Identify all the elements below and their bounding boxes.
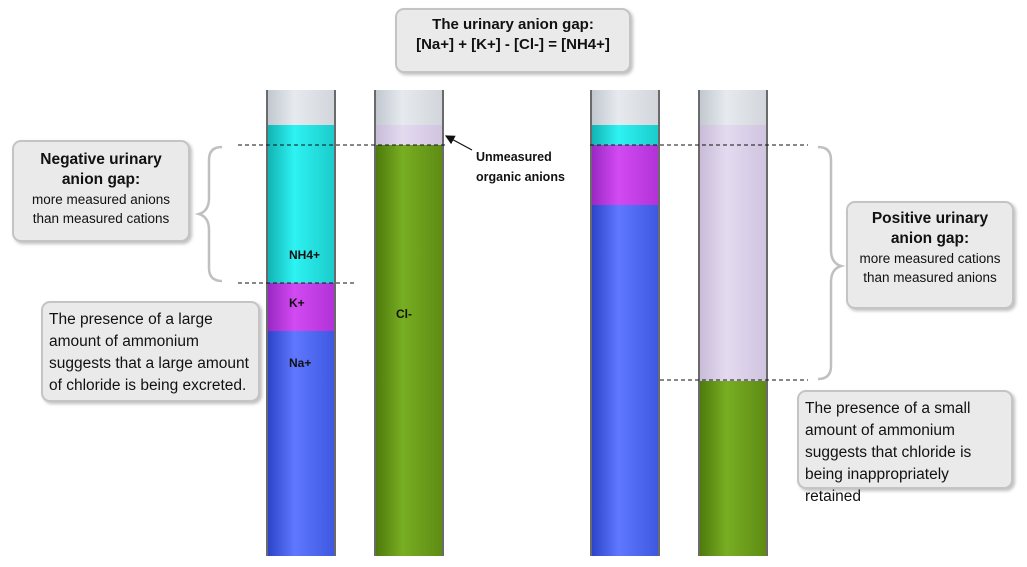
cl-segment bbox=[376, 145, 442, 556]
note-left-line-1: The presence of a large bbox=[49, 311, 213, 328]
negative-gap-heading-1: Negative urinary bbox=[40, 151, 162, 168]
cl-label: Cl- bbox=[396, 307, 412, 321]
headspace-segment bbox=[592, 90, 658, 125]
na-label: Na+ bbox=[289, 356, 312, 370]
cations-column-negative: NH4+ K+ Na+ bbox=[266, 90, 336, 556]
positive-gap-heading-1: Positive urinary bbox=[871, 210, 989, 227]
nh4-label: NH4+ bbox=[289, 248, 321, 262]
negative-gap-sub-2: than measured cations bbox=[32, 211, 170, 226]
unmeasured-anions-segment bbox=[376, 125, 442, 145]
annotation-line-1: Unmeasured bbox=[476, 150, 552, 164]
note-right-line-2: amount of ammonium bbox=[805, 422, 955, 439]
negative-gap-sub-1: more measured anions bbox=[31, 192, 171, 207]
cations-column-positive bbox=[590, 90, 660, 556]
small-ammonium-note: The presence of a small amount of ammoni… bbox=[797, 390, 1013, 505]
note-right-line-3: suggests that chloride is bbox=[805, 444, 972, 461]
note-left-line-3: suggests that a large amount bbox=[49, 355, 249, 372]
note-right-line-1: The presence of a small bbox=[805, 400, 971, 417]
note-left-line-4: of chloride is being excreted. bbox=[49, 377, 247, 394]
title-box: The urinary anion gap: [Na+] + [K+] - [C… bbox=[395, 8, 631, 73]
k-segment bbox=[268, 283, 334, 331]
anions-column-positive bbox=[698, 90, 768, 556]
headspace-segment bbox=[700, 90, 766, 125]
anions-column-negative: Cl- bbox=[374, 90, 444, 556]
large-ammonium-note: The presence of a large amount of ammoni… bbox=[41, 301, 260, 402]
k-label: K+ bbox=[289, 296, 305, 310]
positive-gap-callout: Positive urinary anion gap: more measure… bbox=[846, 201, 1014, 309]
note-left-line-2: amount of ammonium bbox=[49, 333, 199, 350]
unmeasured-anions-segment bbox=[700, 125, 766, 381]
k-segment bbox=[592, 145, 658, 205]
na-segment bbox=[268, 331, 334, 556]
negative-gap-callout: Negative urinary anion gap: more measure… bbox=[12, 140, 190, 242]
left-bracket bbox=[194, 145, 223, 283]
title-line-1: The urinary anion gap: bbox=[432, 16, 594, 33]
title-formula: [Na+] + [K+] - [Cl-] = [NH4+] bbox=[416, 36, 610, 53]
nh4-segment bbox=[268, 125, 334, 283]
annotation-arrow bbox=[444, 135, 473, 151]
nh4-segment bbox=[592, 125, 658, 145]
positive-gap-heading-2: anion gap: bbox=[890, 230, 970, 247]
annotation-line-2: organic anions bbox=[476, 170, 565, 184]
headspace-segment bbox=[268, 90, 334, 125]
na-segment bbox=[592, 205, 658, 556]
positive-gap-sub-2: than measured anions bbox=[863, 270, 997, 285]
negative-gap-heading-2: anion gap: bbox=[61, 171, 141, 188]
cl-segment bbox=[700, 381, 766, 556]
unmeasured-anions-annotation: Unmeasured organic anions bbox=[476, 147, 565, 187]
right-bracket bbox=[817, 145, 846, 381]
headspace-segment bbox=[376, 90, 442, 125]
note-right-line-4: being inappropriately retained bbox=[805, 466, 949, 505]
positive-gap-sub-1: more measured cations bbox=[859, 251, 1001, 266]
